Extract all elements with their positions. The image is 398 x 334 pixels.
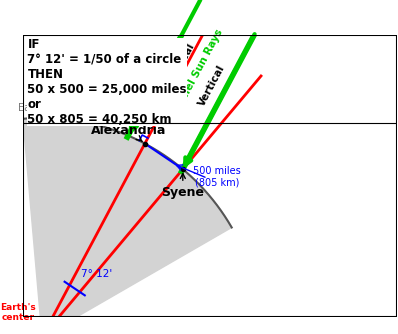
Text: IF
7° 12' = 1/50 of a circle
THEN
50 x 500 = 25,000 miles
or
50 x 805 = 40,250 k: IF 7° 12' = 1/50 of a circle THEN 50 x 5… (27, 38, 187, 126)
Text: Alexandria: Alexandria (91, 124, 167, 142)
Text: Vertical: Vertical (197, 63, 227, 108)
Text: 7° 12': 7° 12' (80, 269, 112, 279)
Text: Syene: Syene (161, 174, 204, 199)
Text: 7° 12': 7° 12' (124, 76, 155, 86)
Text: 500 miles
(805 km): 500 miles (805 km) (193, 166, 241, 188)
Text: Earth's
center: Earth's center (0, 303, 35, 322)
Text: Earth's surface: Earth's surface (18, 103, 91, 113)
Text: Parallel Sun Rays: Parallel Sun Rays (168, 27, 225, 122)
Text: Vertical: Vertical (167, 42, 197, 86)
Polygon shape (23, 118, 232, 334)
Bar (23, 35, 397, 318)
